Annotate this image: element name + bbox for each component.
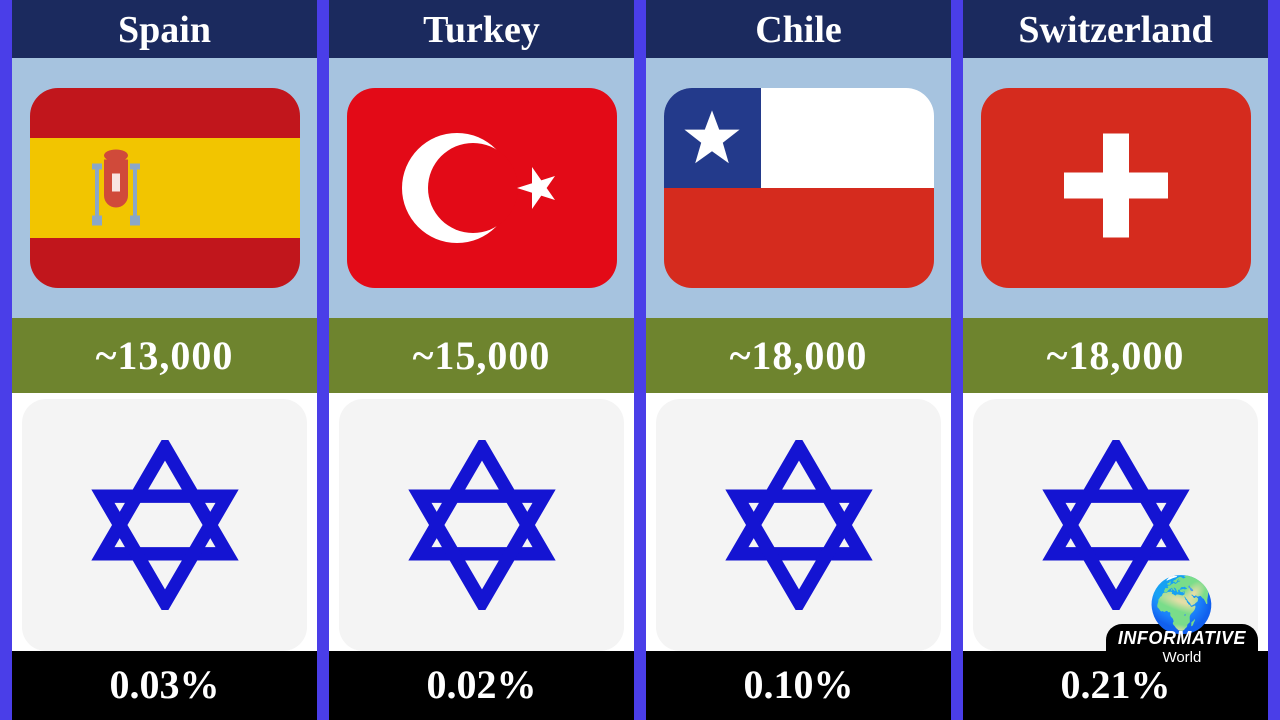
flag-spain	[30, 88, 300, 288]
flag-area	[12, 58, 317, 318]
flag-area	[646, 58, 951, 318]
channel-watermark: 🌍 INFORMATIVE World	[1106, 578, 1258, 672]
card-spain: Spain	[0, 0, 323, 720]
country-header: Chile	[646, 0, 951, 58]
watermark-line2: World	[1118, 649, 1246, 666]
symbol-area	[656, 399, 941, 651]
percent-value: 0.10%	[646, 651, 951, 720]
symbol-area	[339, 399, 624, 651]
population-value: ~15,000	[329, 318, 634, 393]
cross-icon	[1051, 121, 1181, 256]
watermark-line1: INFORMATIVE	[1118, 628, 1246, 649]
population-value: ~13,000	[12, 318, 317, 393]
card-chile: Chile ~18,000 0.10%	[640, 0, 957, 720]
country-header: Turkey	[329, 0, 634, 58]
population-value: ~18,000	[963, 318, 1268, 393]
cards-container: Spain	[0, 0, 1280, 720]
flag-area	[329, 58, 634, 318]
card-turkey: Turkey ~15,000 0.02%	[323, 0, 640, 720]
star-of-david-icon	[90, 440, 240, 610]
percent-value: 0.03%	[12, 651, 317, 720]
flag-area	[963, 58, 1268, 318]
country-header: Spain	[12, 0, 317, 58]
country-header: Switzerland	[963, 0, 1268, 58]
percent-value: 0.02%	[329, 651, 634, 720]
star-of-david-icon	[407, 440, 557, 610]
symbol-area	[22, 399, 307, 651]
flag-turkey	[347, 88, 617, 288]
star-of-david-icon	[724, 440, 874, 610]
spain-coat-of-arms-icon	[84, 144, 148, 233]
population-value: ~18,000	[646, 318, 951, 393]
star-icon	[682, 108, 742, 168]
flag-chile	[664, 88, 934, 288]
flag-switzerland	[981, 88, 1251, 288]
